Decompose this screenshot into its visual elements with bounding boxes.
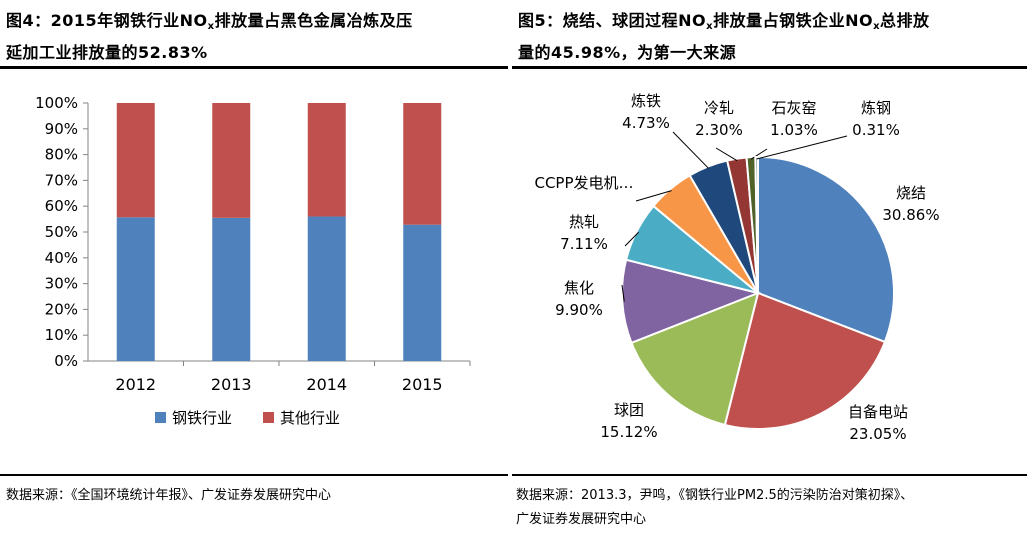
pie-leader-3 [621, 284, 625, 302]
pie-slice-3 [621, 258, 762, 345]
pie-label-1: 自备电站 [848, 403, 908, 421]
pie-value-4: 7.11% [560, 235, 608, 253]
x-tick-label-2013: 2013 [211, 375, 252, 394]
right-title-subscript-2: x [873, 21, 881, 32]
y-tick-label: 80% [45, 146, 78, 164]
pie-leader-6 [672, 131, 709, 169]
left-title-line2: 延加工业排放量的52.83% [6, 43, 208, 62]
right-source-line2: 广发证券发展研究中心 [516, 512, 647, 527]
pie-slice-1 [723, 291, 887, 430]
legend-swatch-1 [263, 412, 274, 423]
left-top-rule [0, 66, 508, 69]
bar-steel-2012 [116, 217, 155, 361]
pie-label-2: 球团 [614, 401, 644, 419]
y-tick-label: 20% [45, 300, 78, 318]
pie-label-7: 冷轧 [704, 99, 734, 117]
pie-label-9: 炼钢 [861, 99, 891, 117]
bar-steel-2013 [212, 217, 251, 361]
right-title-subscript-1: x [706, 21, 714, 32]
x-tick-label-2014: 2014 [306, 375, 347, 394]
pie-label-3: 焦化 [564, 279, 594, 297]
left-figure-panel: 图4：2015年钢铁行业NOx排放量占黑色金属冶炼及压 延加工业排放量的52.8… [0, 0, 508, 538]
right-source-line1: 数据来源：2013.3，尹鸣，《钢铁行业PM2.5的污染防治对策初探》、 [516, 488, 914, 503]
bar-other-2012 [116, 103, 155, 218]
right-bottom-rule [512, 474, 1027, 476]
left-title-prefix: 图4：2015年钢铁行业NO [6, 11, 208, 30]
legend-label-1: 其他行业 [280, 409, 340, 427]
pie-label-6: 炼铁 [631, 92, 661, 110]
y-tick-label: 70% [45, 171, 78, 189]
bar-other-2014 [307, 103, 346, 217]
right-title-prefix: 图5：烧结、球团过程NO [518, 11, 707, 30]
pie-leader-5 [635, 190, 672, 202]
pie-value-6: 4.73% [622, 114, 670, 132]
pie-value-0: 30.86% [882, 206, 939, 224]
right-figure-title: 图5：烧结、球团过程NOx排放量占钢铁企业NOx总排放 量的45.98%，为第一… [518, 8, 930, 66]
pie-slice-9 [754, 155, 759, 294]
left-title-subscript: x [207, 21, 215, 32]
left-figure-title: 图4：2015年钢铁行业NOx排放量占黑色金属冶炼及压 延加工业排放量的52.8… [6, 8, 413, 66]
y-tick-label: 90% [45, 120, 78, 138]
pie-value-3: 9.90% [555, 301, 603, 319]
pie-label-8: 石灰窑 [771, 99, 816, 117]
y-tick-label: 40% [45, 249, 78, 267]
bar-other-2013 [212, 103, 251, 218]
pie-value-9: 0.31% [852, 121, 900, 139]
pie-value-7: 2.30% [695, 121, 743, 139]
left-title-suffix: 排放量占黑色金属冶炼及压 [214, 11, 413, 30]
pie-leader-7 [715, 147, 738, 162]
y-tick-label: 0% [54, 352, 78, 370]
pie-slice-0 [757, 155, 895, 344]
bar-steel-2015 [403, 224, 442, 361]
pie-slice-2 [630, 291, 760, 427]
right-figure-panel: 图5：烧结、球团过程NOx排放量占钢铁企业NOx总排放 量的45.98%，为第一… [512, 0, 1027, 538]
y-tick-label: 60% [45, 197, 78, 215]
legend-swatch-0 [155, 412, 166, 423]
pie-label-4: 热轧 [569, 213, 599, 231]
pie-chart: 烧结 30.86% 自备电站 23.05% 球团 15.12% 焦化 9.90% 热轧 7.11%… [534, 92, 939, 443]
right-source-note: 数据来源：2013.3，尹鸣，《钢铁行业PM2.5的污染防治对策初探》、 广发证… [516, 484, 1022, 532]
x-tick-label-2012: 2012 [115, 375, 156, 394]
pie-value-1: 23.05% [849, 425, 906, 443]
y-tick-label: 10% [45, 326, 78, 344]
pie-label-0: 烧结 [896, 184, 926, 202]
left-source-note: 数据来源：《全国环境统计年报》、广发证券发展研究中心 [6, 488, 332, 503]
right-top-rule [512, 66, 1027, 69]
pie-leader-9 [756, 135, 848, 160]
pie-label-5: CCPP发电机… [534, 174, 633, 192]
y-tick-label: 100% [35, 94, 78, 112]
y-tick-label: 30% [45, 275, 78, 293]
bar-steel-2014 [307, 216, 346, 361]
x-tick-label-2015: 2015 [402, 375, 443, 394]
pie-value-2: 15.12% [600, 423, 657, 441]
right-title-suffix: 总排放 [880, 11, 930, 30]
y-tick-label: 50% [45, 223, 78, 241]
pie-leader-4 [624, 231, 639, 247]
pie-value-8: 1.03% [770, 121, 818, 139]
stacked-bar-chart: 0% 10% 20% 30% 40% 50% 60% 70% 80% 90% 100% 2012 201… [35, 94, 471, 427]
right-title-mid: 排放量占钢铁企业NO [713, 11, 874, 30]
bar-other-2015 [403, 103, 442, 225]
right-title-line2: 量的45.98%，为第一大来源 [518, 43, 737, 62]
legend-label-0: 钢铁行业 [172, 409, 232, 427]
pie-leader-8 [750, 148, 768, 160]
left-bottom-rule [0, 474, 508, 476]
